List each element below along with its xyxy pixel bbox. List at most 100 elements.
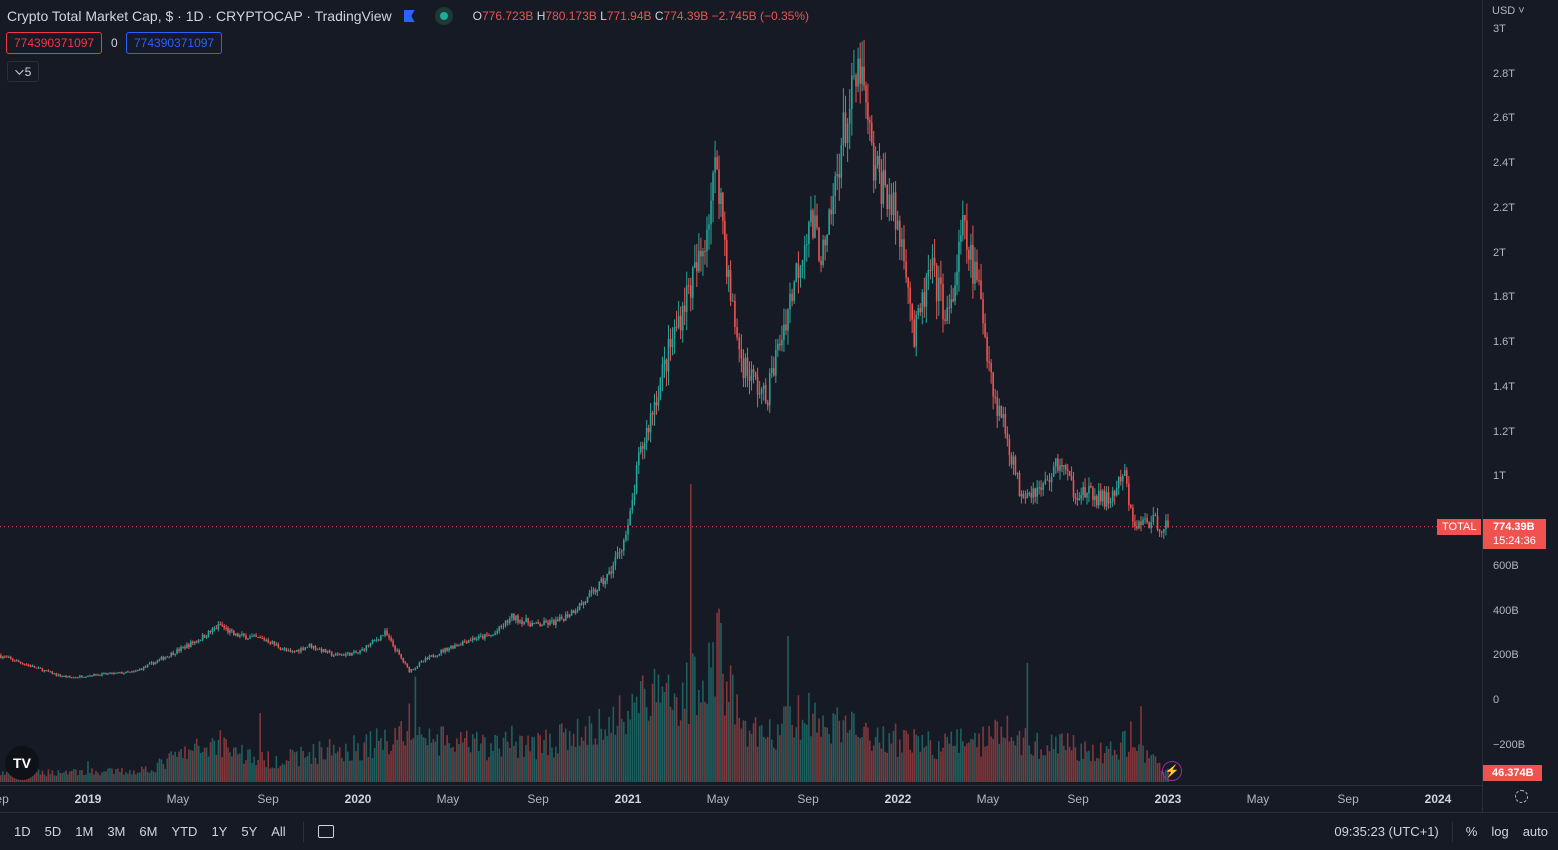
- candle-body: [217, 624, 220, 630]
- range-button-ytd[interactable]: YTD: [171, 824, 198, 839]
- candle-body: [525, 618, 527, 622]
- price-axis-label: 2.4T: [1493, 157, 1516, 170]
- volume-bar: [836, 707, 839, 782]
- settings-gear-icon[interactable]: [1515, 790, 1528, 803]
- candle-body: [564, 614, 567, 621]
- volume-bar: [612, 706, 615, 782]
- candle-body: [408, 666, 411, 673]
- candle-body: [808, 222, 810, 245]
- range-button-1y[interactable]: 1Y: [211, 824, 228, 839]
- range-button-5y[interactable]: 5Y: [241, 824, 258, 839]
- volume-bar: [341, 757, 343, 782]
- candle-body: [168, 656, 171, 658]
- candle-body: [1088, 485, 1090, 494]
- symbol-tag: TOTAL: [1437, 519, 1482, 535]
- chart-plot-area[interactable]: Crypto Total Market Cap, $ · 1D · CRYPTO…: [0, 0, 1482, 785]
- candle-body: [361, 649, 363, 651]
- indicator-value-red: 774390371097: [6, 32, 103, 54]
- date-range-icon[interactable]: [317, 825, 334, 838]
- candle-body: [85, 676, 87, 678]
- range-button-all[interactable]: All: [271, 824, 286, 839]
- volume-bar: [426, 745, 429, 782]
- volume-bar: [1055, 736, 1057, 782]
- volume-bar: [884, 751, 887, 782]
- candle-body: [1034, 488, 1037, 497]
- candle-body: [1113, 491, 1116, 496]
- volume-bar: [91, 768, 93, 782]
- candle-body: [41, 668, 44, 672]
- volume-bar: [551, 747, 553, 782]
- volume-bar: [781, 723, 783, 782]
- currency-selector[interactable]: USD ˅: [1492, 5, 1525, 17]
- candle-body: [219, 624, 222, 626]
- volume-bar: [901, 752, 903, 782]
- volume-bar: [1132, 747, 1134, 782]
- volume-bar: [545, 729, 547, 782]
- volume-bar: [876, 727, 879, 782]
- volume-bar: [990, 736, 992, 782]
- candle-body: [1059, 465, 1061, 471]
- volume-bar: [890, 743, 893, 782]
- volume-bar: [1121, 731, 1124, 782]
- volume-bar: [416, 735, 419, 782]
- candle-body: [182, 646, 184, 648]
- volume-bar: [942, 747, 944, 782]
- candle-body: [799, 266, 802, 278]
- range-button-1d[interactable]: 1D: [14, 824, 31, 839]
- volume-bar: [197, 745, 200, 782]
- percent-toggle[interactable]: %: [1465, 824, 1478, 839]
- candle-body: [598, 582, 601, 591]
- candle-body: [205, 636, 208, 638]
- tradingview-logo[interactable]: TV: [5, 746, 39, 780]
- candle-body: [1061, 465, 1063, 467]
- candle-body: [689, 285, 692, 298]
- candle-body: [692, 267, 694, 298]
- candle-body: [113, 672, 115, 674]
- price-axis-label: 2.8T: [1493, 67, 1516, 80]
- volume-bar: [328, 738, 331, 782]
- clock[interactable]: 09:35:23 (UTC+1): [1334, 824, 1439, 839]
- volume-bar: [996, 721, 999, 782]
- log-toggle[interactable]: log: [1491, 824, 1509, 839]
- market-status-icon[interactable]: [434, 7, 453, 25]
- candle-body: [174, 653, 176, 655]
- volume-bar: [357, 743, 359, 782]
- time-axis[interactable]: Sep 2019 May Sep 2020 May Sep 2021 May Sep 2022 May…: [0, 785, 1482, 812]
- candle-body: [79, 675, 81, 678]
- range-button-1m[interactable]: 1M: [75, 824, 94, 839]
- range-button-6m[interactable]: 6M: [139, 824, 158, 839]
- candle-body: [994, 396, 996, 398]
- price-axis[interactable]: USD ˅ 3T 2.8T 2.6T 2.4T 2.2T 2T 1.8T 1.6T 1.4T 1.…: [1482, 0, 1558, 812]
- candle-body: [888, 194, 891, 210]
- volume-bar: [67, 774, 69, 782]
- candle-body: [0, 655, 2, 658]
- volume-bar: [251, 762, 253, 782]
- candle-body: [469, 640, 472, 642]
- candle-body: [193, 641, 196, 644]
- volume-bar: [1076, 760, 1079, 782]
- flag-icon[interactable]: [403, 10, 415, 22]
- candle-body: [683, 305, 686, 313]
- volume-bar: [1061, 733, 1063, 782]
- collapse-indicators-button[interactable]: 5: [7, 61, 39, 82]
- candle-body: [750, 369, 753, 381]
- candle-body: [931, 257, 934, 271]
- candle-body: [629, 510, 631, 525]
- candle-body: [962, 215, 964, 236]
- candle-body: [359, 650, 361, 653]
- chart-canvas[interactable]: [0, 0, 1482, 785]
- volume-bar: [857, 736, 859, 782]
- candle-body: [574, 610, 577, 614]
- range-button-5d[interactable]: 5D: [44, 824, 62, 839]
- lightning-icon[interactable]: ⚡: [1162, 761, 1182, 781]
- candle-body: [318, 648, 321, 650]
- volume-bar: [450, 747, 452, 782]
- auto-toggle[interactable]: auto: [1522, 824, 1548, 839]
- candle-body: [582, 601, 585, 605]
- range-button-3m[interactable]: 3M: [107, 824, 126, 839]
- candle-body: [892, 192, 895, 216]
- volume-bar: [363, 742, 366, 782]
- candle-body: [588, 593, 591, 597]
- volume-bar: [296, 751, 298, 782]
- candle-body: [610, 571, 612, 574]
